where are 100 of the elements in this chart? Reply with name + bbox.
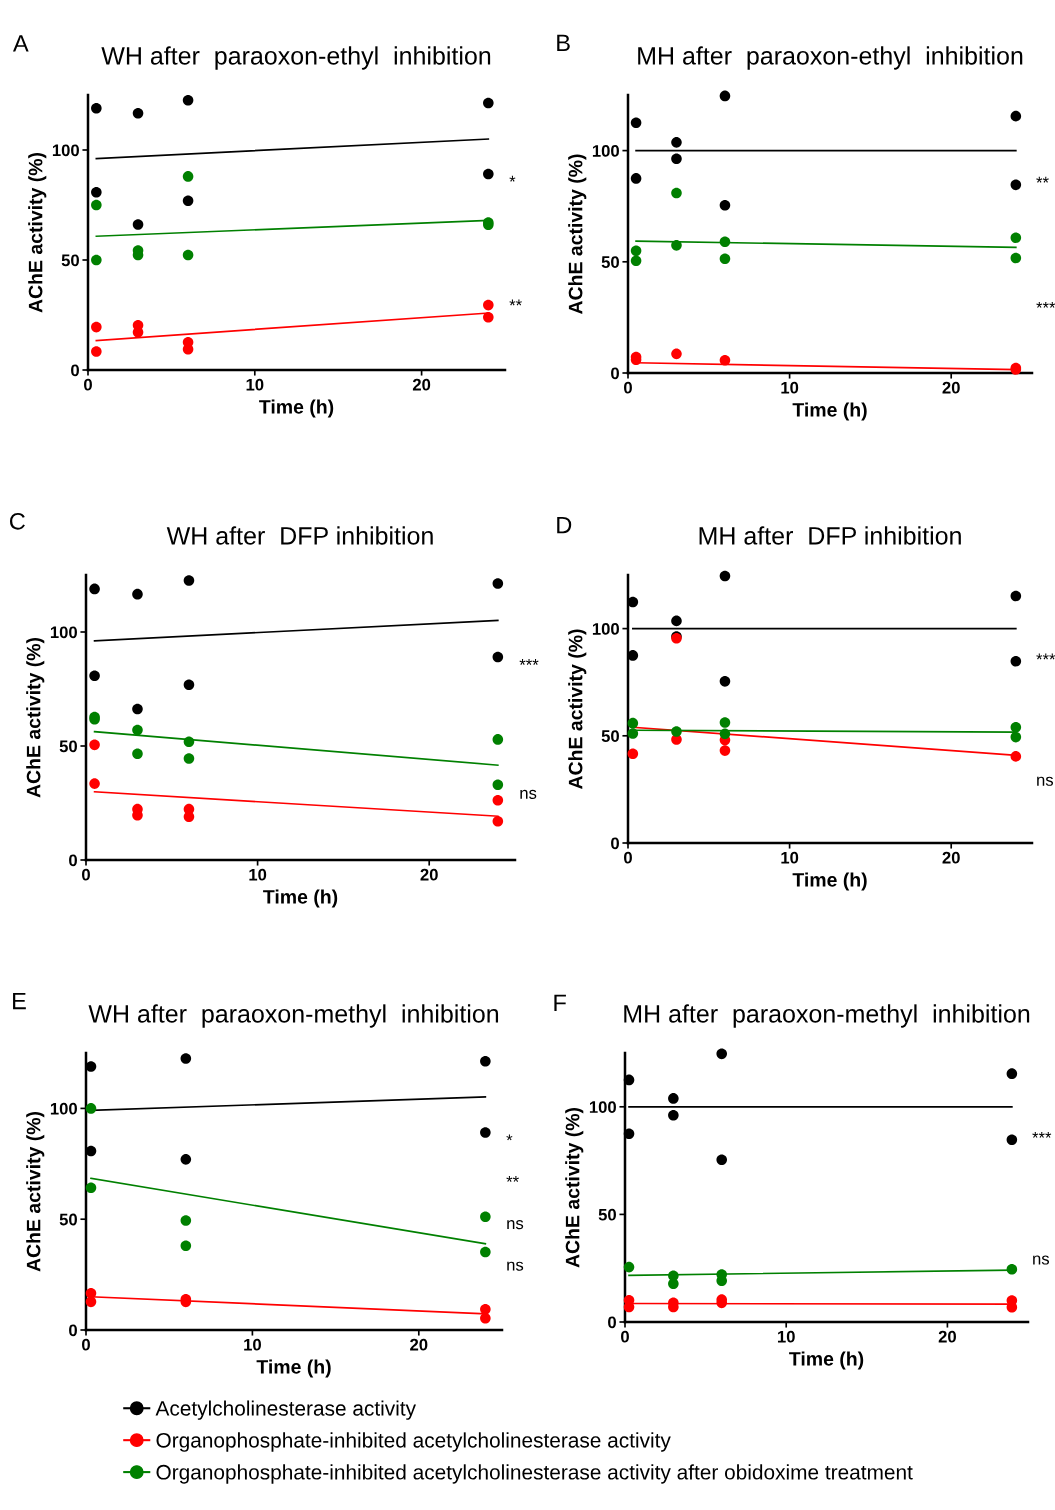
text: ns [1033,1255,1050,1265]
point [1010,110,1022,122]
point [91,321,102,333]
point [1006,1068,1018,1079]
x-tick-label: 10 [781,851,799,864]
text: C [9,512,25,530]
y-tick-label: 0 [611,367,619,380]
point [623,1128,635,1139]
text: ns [507,1220,524,1230]
point [1010,179,1022,191]
point [492,651,504,663]
point [182,344,194,355]
point [627,717,639,729]
point [630,255,642,266]
point [671,187,682,199]
y-axis-title: AChE activity (%) [26,1111,45,1272]
point [1006,1263,1018,1275]
x-tick-label: 10 [249,868,267,881]
point [719,200,731,211]
text: A [12,35,29,52]
y-tick-label: 100 [52,144,79,157]
y-axis-title: AChE activity (%) [28,152,47,313]
point [89,670,100,682]
x-tick-label: 20 [410,1338,428,1351]
point [671,726,682,737]
point [180,1154,192,1165]
chart-title: WH after paraoxon-methyl inhibition [88,1004,499,1028]
y-tick-label: 50 [59,740,77,753]
point [671,137,682,148]
point [492,779,504,791]
text: E [13,992,26,1010]
point [671,153,682,165]
point [89,778,100,789]
y-tick-label: 50 [601,730,619,742]
point [483,168,494,180]
text: ns [520,789,537,799]
point [183,575,195,586]
point [716,1048,728,1060]
point [671,240,682,251]
point [132,219,144,230]
text: ns [1037,776,1054,786]
point [671,348,682,360]
x-tick-label: 10 [246,378,264,391]
x-tick-label: 20 [942,381,960,394]
point [480,1303,491,1315]
point [182,171,194,182]
point [492,734,504,745]
y-tick-label: 50 [59,1213,77,1226]
x-tick-label: 0 [624,381,632,394]
point [1010,590,1022,602]
x-tick-label: 10 [777,1330,795,1343]
x-tick-label: 20 [938,1330,956,1343]
text: *** [1036,301,1055,308]
x-axis-title: Time (h) [256,1359,331,1378]
point [630,245,642,256]
point [483,299,494,311]
point [492,578,504,589]
point [480,1211,491,1223]
point [1010,751,1022,762]
point [132,588,143,600]
text: *** [1036,653,1055,660]
y-axis-title: AChE activity (%) [568,154,587,315]
point [180,1240,192,1252]
y-tick-label: 100 [592,623,619,635]
point [91,346,102,357]
legend-label: Acetylcholinesterase activity [155,1400,416,1420]
y-tick-label: 0 [71,364,79,377]
x-tick-label: 20 [412,378,431,391]
point [630,173,642,184]
point [1010,655,1022,667]
text: D [557,516,572,534]
point [483,311,494,323]
x-axis-title: Time (h) [792,402,867,421]
text: *** [1032,1131,1052,1138]
point [627,748,639,760]
point [668,1093,679,1104]
x-tick-label: 0 [624,851,632,864]
y-tick-label: 0 [608,1316,616,1329]
point [716,1154,728,1166]
text: *** [519,659,539,665]
text: ** [1036,176,1049,183]
point [85,1296,97,1308]
point [492,794,504,806]
point [719,570,731,582]
point [719,90,731,102]
point [180,1053,192,1064]
point [132,724,143,736]
x-tick-label: 20 [942,851,960,864]
y-tick-label: 100 [592,145,619,157]
legend-label: Organophosphate-inhibited acetylcholinesterase activity after obidoxime treatment [156,1464,913,1484]
point [182,195,194,207]
y-tick-label: 50 [598,1208,616,1221]
y-axis-title: AChE activity (%) [565,1107,584,1268]
point [91,186,102,198]
x-tick-label: 0 [84,378,92,391]
point [91,102,102,114]
chart-title: WH after DFP inhibition [166,526,433,545]
point [492,815,504,827]
y-tick-label: 100 [50,1102,77,1115]
text: ns [507,1261,524,1271]
